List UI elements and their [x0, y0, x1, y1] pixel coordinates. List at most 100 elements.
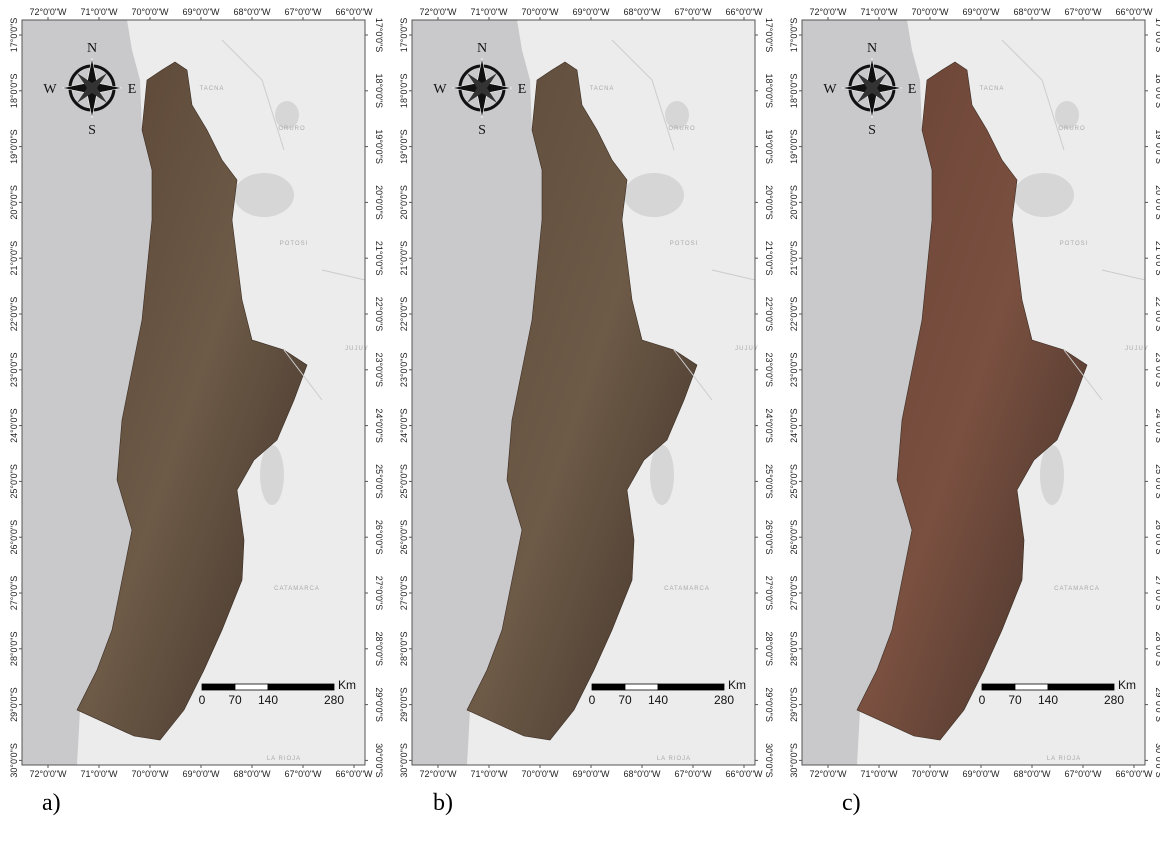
lon-label: 67°0'0"W — [674, 7, 712, 17]
lon-label: 70°0'0"W — [131, 769, 169, 779]
lat-label: 21°0'0"S — [789, 241, 799, 276]
lat-label: 24°0'0"S — [789, 408, 799, 443]
lat-label: 25°0'0"S — [9, 464, 19, 499]
region-label: TACNA — [590, 86, 615, 92]
lat-label: 25°0'0"S — [374, 464, 384, 499]
lat-label: 22°0'0"S — [789, 297, 799, 332]
lat-label: 23°0'0"S — [789, 353, 799, 388]
lat-label: 26°0'0"S — [374, 520, 384, 555]
lat-label: 21°0'0"S — [374, 241, 384, 276]
lat-label: 19°0'0"S — [374, 129, 384, 164]
lon-label: 72°0'0"W — [29, 7, 67, 17]
lat-label: 17°0'0"S — [1154, 18, 1160, 53]
lon-label: 72°0'0"W — [809, 769, 847, 779]
lat-label: 20°0'0"S — [789, 185, 799, 220]
scale-segment — [982, 684, 1015, 690]
lat-label: 27°0'0"S — [399, 576, 409, 611]
lat-label: 25°0'0"S — [764, 464, 774, 499]
lon-label: 70°0'0"W — [911, 7, 949, 17]
lat-label: 29°0'0"S — [789, 687, 799, 722]
lat-label: 18°0'0"S — [764, 74, 774, 109]
lat-label: 24°0'0"S — [374, 408, 384, 443]
lat-label: 20°0'0"S — [374, 185, 384, 220]
lat-label: 18°0'0"S — [9, 74, 19, 109]
lat-label: 23°0'0"S — [1154, 353, 1160, 388]
region-label: LA RIOJA — [657, 756, 691, 762]
lat-label: 24°0'0"S — [1154, 408, 1160, 443]
panel-label: a) — [42, 790, 61, 816]
lat-label: 22°0'0"S — [1154, 297, 1160, 332]
region-label: POTOSI — [1060, 241, 1089, 247]
lat-label: 17°0'0"S — [399, 18, 409, 53]
lat-label: 28°0'0"S — [399, 632, 409, 667]
lon-label: 70°0'0"W — [131, 7, 169, 17]
panel-label: b) — [433, 790, 453, 816]
lon-label: 72°0'0"W — [419, 769, 457, 779]
scale-segment — [1048, 684, 1114, 690]
compass-east: E — [908, 82, 917, 97]
lat-label: 23°0'0"S — [399, 353, 409, 388]
lat-label: 29°0'0"S — [1154, 687, 1160, 722]
lon-label: 67°0'0"W — [284, 769, 322, 779]
lat-label: 24°0'0"S — [9, 408, 19, 443]
scale-segment — [625, 684, 658, 690]
lon-label: 71°0'0"W — [860, 7, 898, 17]
salt-flat — [1055, 101, 1079, 129]
lat-label: 20°0'0"S — [399, 185, 409, 220]
region-label: ORURO — [668, 126, 695, 132]
scale-label: 280 — [1104, 693, 1124, 707]
lon-label: 70°0'0"W — [521, 7, 559, 17]
salt-flat — [624, 173, 684, 217]
lat-label: 27°0'0"S — [374, 576, 384, 611]
compass-north: N — [867, 41, 877, 56]
lat-label: 28°0'0"S — [764, 632, 774, 667]
lat-label: 21°0'0"S — [399, 241, 409, 276]
lat-label: 30°0'0"S — [374, 743, 384, 778]
lat-label: 27°0'0"S — [764, 576, 774, 611]
scale-label: 280 — [714, 693, 734, 707]
scale-label: 70 — [228, 693, 242, 707]
lat-label: 26°0'0"S — [399, 520, 409, 555]
lat-label: 26°0'0"S — [764, 520, 774, 555]
lat-label: 23°0'0"S — [374, 353, 384, 388]
lat-label: 27°0'0"S — [789, 576, 799, 611]
scale-unit: Km — [338, 678, 356, 692]
lat-label: 30°0'0"S — [1154, 743, 1160, 778]
lon-label: 68°0'0"W — [623, 7, 661, 17]
lat-label: 30°0'0"S — [789, 743, 799, 778]
compass-east: E — [518, 82, 527, 97]
lat-label: 19°0'0"S — [789, 129, 799, 164]
lat-label: 19°0'0"S — [1154, 129, 1160, 164]
region-label: LA RIOJA — [267, 756, 301, 762]
compass-north: N — [477, 41, 487, 56]
lat-label: 18°0'0"S — [789, 74, 799, 109]
lat-label: 28°0'0"S — [1154, 632, 1160, 667]
compass-west: W — [43, 82, 57, 97]
scale-label: 280 — [324, 693, 344, 707]
lat-label: 29°0'0"S — [9, 687, 19, 722]
salt-flat — [260, 445, 284, 505]
lat-label: 27°0'0"S — [1154, 576, 1160, 611]
scale-segment — [1015, 684, 1048, 690]
lat-label: 24°0'0"S — [764, 408, 774, 443]
lon-label: 68°0'0"W — [233, 7, 271, 17]
salt-flat — [1040, 445, 1064, 505]
lon-label: 69°0'0"W — [572, 769, 610, 779]
region-label: ORURO — [278, 126, 305, 132]
lon-label: 67°0'0"W — [674, 769, 712, 779]
scale-label: 140 — [648, 693, 668, 707]
lat-label: 26°0'0"S — [789, 520, 799, 555]
lon-label: 68°0'0"W — [1013, 769, 1051, 779]
lat-label: 26°0'0"S — [9, 520, 19, 555]
map-panel: TACNAORUROPOTOSIJUJUYCATAMARCALA RIOJANS… — [399, 7, 774, 779]
lat-label: 17°0'0"S — [764, 18, 774, 53]
compass-north: N — [87, 41, 97, 56]
region-label: LA RIOJA — [1047, 756, 1081, 762]
compass-west: W — [823, 82, 837, 97]
lon-label: 72°0'0"W — [809, 7, 847, 17]
lat-label: 18°0'0"S — [399, 74, 409, 109]
lat-label: 29°0'0"S — [764, 687, 774, 722]
lon-label: 67°0'0"W — [1064, 769, 1102, 779]
region-label: CATAMARCA — [664, 586, 710, 592]
